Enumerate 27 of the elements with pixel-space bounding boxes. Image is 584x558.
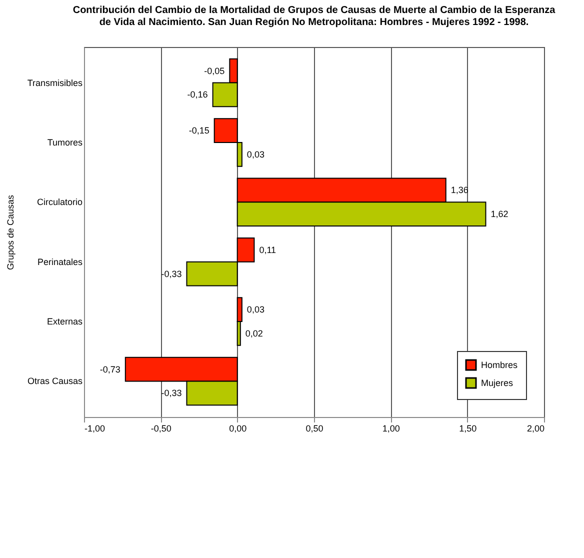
x-tick-label: 0,00 bbox=[229, 424, 247, 434]
legend-label: Mujeres bbox=[481, 378, 514, 388]
y-tick-label: Perinatales bbox=[37, 256, 83, 267]
y-tick-label: Circulatorio bbox=[36, 197, 82, 208]
x-tick-label: 1,00 bbox=[382, 424, 400, 434]
y-tick-label: Tumores bbox=[47, 137, 83, 148]
data-label: 0,11 bbox=[259, 244, 276, 255]
y-tick-label: Transmisibles bbox=[27, 78, 83, 88]
data-label: -0,16 bbox=[187, 90, 208, 100]
x-tick-label: -1,00 bbox=[84, 424, 106, 434]
data-label: -0,73 bbox=[100, 364, 120, 374]
y-axis-title: Grupos de Causas bbox=[5, 194, 16, 270]
x-tick-label: -0,50 bbox=[150, 424, 172, 434]
y-tick-label: Otras Causas bbox=[27, 376, 83, 386]
data-label: 0,03 bbox=[246, 304, 264, 315]
legend-label: Hombres bbox=[481, 360, 518, 370]
data-label: -0,05 bbox=[204, 66, 225, 76]
x-tick-label: 2,00 bbox=[526, 424, 544, 434]
text: Contribución del Cambio de la Mortalidad de Grupos de Causas de Muerte al Cambio de la Esperanza bbox=[72, 5, 556, 16]
data-label: 1,62 bbox=[490, 209, 508, 220]
data-label: 0,03 bbox=[246, 149, 264, 160]
y-tick-label: Externas bbox=[46, 316, 83, 327]
text: de Vida al Nacimiento. San Juan Región No Metropolitana: Hombres - Mujeres 1992 - 1998. bbox=[99, 17, 529, 28]
data-label: 0,02 bbox=[245, 328, 263, 338]
x-tick-label: 0,50 bbox=[306, 424, 324, 434]
x-tick-label: 1,50 bbox=[459, 424, 477, 434]
data-label: -0,15 bbox=[188, 126, 210, 136]
